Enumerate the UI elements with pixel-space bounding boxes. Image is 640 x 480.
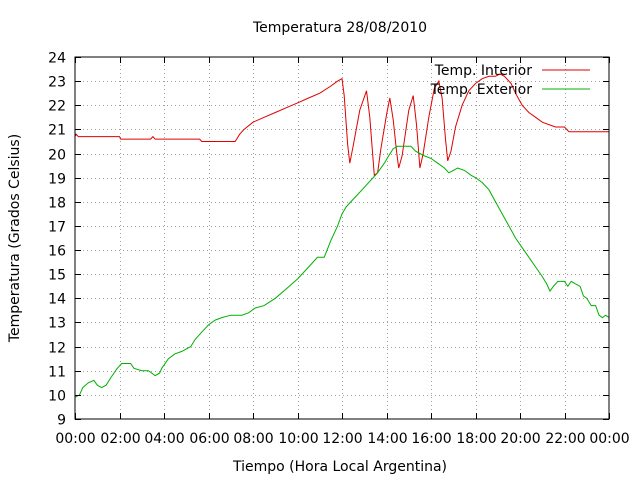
x-tick-label-0: 00:00 [55,431,95,447]
y-tick-label-10: 10 [48,389,66,405]
y-tick-label-21: 21 [48,123,66,139]
y-tick-label-12: 12 [48,341,66,357]
y-tick-label-24: 24 [48,51,66,67]
x-tick-label-3: 06:00 [189,431,229,447]
y-tick-label-20: 20 [48,148,66,164]
x-axis-label: Tiempo (Hora Local Argentina) [232,459,447,475]
x-tick-label-7: 14:00 [367,431,407,447]
chart-title: Temperatura 28/08/2010 [252,20,427,36]
y-axis-label: Temperatura (Grados Celsius) [7,134,23,343]
y-tick-label-22: 22 [48,99,66,115]
x-axis-ticks: 00:00 02:00 04:00 06:00 08:00 10:00 12:00 14:00… [55,57,630,447]
x-tick-label-12: 00:00 [589,431,629,447]
y-axis-ticks: 9 10 11 12 13 14 15 16 17 18 19 20 21 22 23 24 [48,51,609,429]
x-tick-label-2: 04:00 [144,431,184,447]
y-tick-label-16: 16 [48,244,66,260]
x-tick-label-6: 12:00 [322,431,362,447]
y-tick-label-9: 9 [57,413,66,429]
series-line-temp-exterior [74,145,610,398]
x-tick-label-4: 08:00 [233,431,273,447]
x-tick-label-8: 16:00 [411,431,451,447]
y-tick-label-23: 23 [48,75,66,91]
legend-label-0: Temp. Interior [434,63,533,79]
y-tick-label-11: 11 [48,365,66,381]
x-tick-label-10: 20:00 [500,431,540,447]
grid [75,57,609,419]
legend-label-1: Temp. Exterior [430,82,533,98]
y-tick-label-14: 14 [48,292,66,308]
y-tick-label-18: 18 [48,196,66,212]
x-tick-label-1: 02:00 [100,431,140,447]
x-tick-label-5: 10:00 [278,431,318,447]
y-tick-label-19: 19 [48,172,66,188]
series-line-temp-interior [74,73,609,177]
y-tick-label-17: 17 [48,220,66,236]
y-tick-label-15: 15 [48,268,66,284]
legend: Temp. Interior Temp. Exterior [430,63,590,98]
x-tick-label-11: 22:00 [545,431,585,447]
x-tick-label-9: 18:00 [456,431,496,447]
series-layer [74,73,610,398]
y-tick-label-13: 13 [48,316,66,332]
